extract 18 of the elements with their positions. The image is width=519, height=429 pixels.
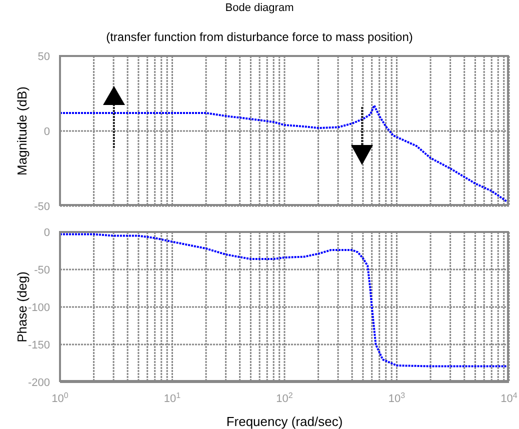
x-tick-label: 10$^{4}$ — [500, 390, 518, 405]
x-axis-title: Frequency (rad/sec) — [226, 414, 343, 429]
y-tick-label: -100 — [28, 302, 50, 314]
y-tick-label: 0 — [44, 126, 50, 138]
chart-subtitle: (transfer function from disturbance force to mass position) — [105, 30, 414, 44]
y-tick-label: -50 — [34, 201, 50, 213]
y-tick-label: 50 — [38, 51, 50, 63]
y-tick-label: -150 — [28, 340, 50, 352]
y-tick-label: 0 — [44, 227, 50, 239]
y-axis-title: Magnitude (dB) — [14, 86, 30, 176]
y-tick-label: -200 — [28, 377, 50, 389]
x-tick-label: 10$^{2}$ — [276, 390, 294, 405]
y-axis-title: Phase (deg) — [14, 272, 30, 342]
x-tick-label: 10$^{3}$ — [388, 390, 406, 405]
y-tick-label: -50 — [34, 264, 50, 276]
x-tick-label: 10$^{0}$ — [52, 390, 69, 405]
chart-title: Bode diagram — [224, 2, 295, 14]
x-tick-label: 10$^{1}$ — [164, 390, 182, 405]
